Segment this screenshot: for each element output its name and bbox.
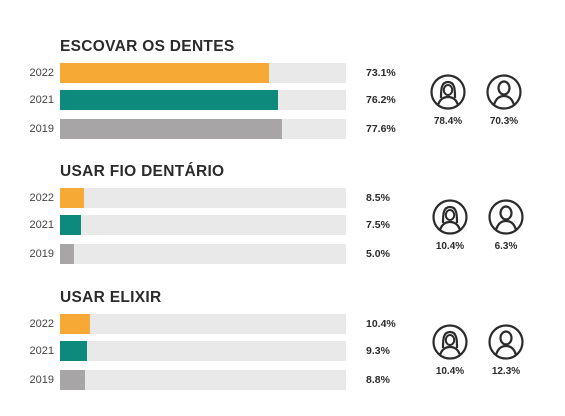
value-label: 5.0% xyxy=(366,248,390,260)
bar xyxy=(60,188,85,208)
bar-track xyxy=(60,370,346,390)
bar-row: 2022 10.4% xyxy=(0,314,565,336)
bar-track xyxy=(60,188,346,208)
female-percentage: 10.4% xyxy=(435,241,465,252)
female-percentage: 10.4% xyxy=(435,366,465,377)
year-label: 2022 xyxy=(29,67,54,79)
bar-track xyxy=(60,119,346,139)
value-label: 73.1% xyxy=(366,67,396,79)
male-person-icon xyxy=(488,322,524,362)
male-person-icon xyxy=(486,72,522,112)
male-percentage: 12.3% xyxy=(491,366,521,377)
bar-track xyxy=(60,244,346,264)
bar-track xyxy=(60,90,346,110)
bar xyxy=(60,63,270,83)
bar-row: 2019 8.8% xyxy=(0,370,565,392)
bar-row: 2022 73.1% xyxy=(0,63,565,85)
bar-track xyxy=(60,314,346,334)
year-label: 2019 xyxy=(29,374,54,386)
female-person-icon xyxy=(432,197,468,237)
value-label: 10.4% xyxy=(366,318,396,330)
bar-row: 2022 8.5% xyxy=(0,188,565,210)
bar-row: 2021 76.2% xyxy=(0,90,565,112)
year-label: 2021 xyxy=(29,94,54,106)
bar xyxy=(60,215,82,235)
value-label: 76.2% xyxy=(366,94,396,106)
female-percentage: 78.4% xyxy=(433,116,463,127)
year-label: 2019 xyxy=(29,123,54,135)
bar xyxy=(60,341,87,361)
bar xyxy=(60,370,86,390)
bar xyxy=(60,244,75,264)
year-label: 2022 xyxy=(29,192,54,204)
value-label: 7.5% xyxy=(366,219,390,231)
year-label: 2019 xyxy=(29,248,54,260)
bar-row: 2019 77.6% xyxy=(0,119,565,141)
female-person-icon xyxy=(430,72,466,112)
bar xyxy=(60,119,282,139)
year-label: 2021 xyxy=(29,219,54,231)
section-title: USAR ELIXIR xyxy=(60,289,162,306)
bar-row: 2019 5.0% xyxy=(0,244,565,266)
male-percentage: 6.3% xyxy=(494,241,518,252)
male-percentage: 70.3% xyxy=(489,116,519,127)
bar-track xyxy=(60,63,346,83)
bar-row: 2021 7.5% xyxy=(0,215,565,237)
bar xyxy=(60,90,278,110)
section-title: USAR FIO DENTÁRIO xyxy=(60,163,225,180)
bar-track xyxy=(60,341,346,361)
value-label: 8.5% xyxy=(366,192,390,204)
value-label: 8.8% xyxy=(366,374,390,386)
value-label: 77.6% xyxy=(366,123,396,135)
value-label: 9.3% xyxy=(366,345,390,357)
male-person-icon xyxy=(488,197,524,237)
year-label: 2022 xyxy=(29,318,54,330)
bar xyxy=(60,314,90,334)
year-label: 2021 xyxy=(29,345,54,357)
female-person-icon xyxy=(432,322,468,362)
bar-track xyxy=(60,215,346,235)
bar-row: 2021 9.3% xyxy=(0,341,565,363)
section-title: ESCOVAR OS DENTES xyxy=(60,38,235,55)
